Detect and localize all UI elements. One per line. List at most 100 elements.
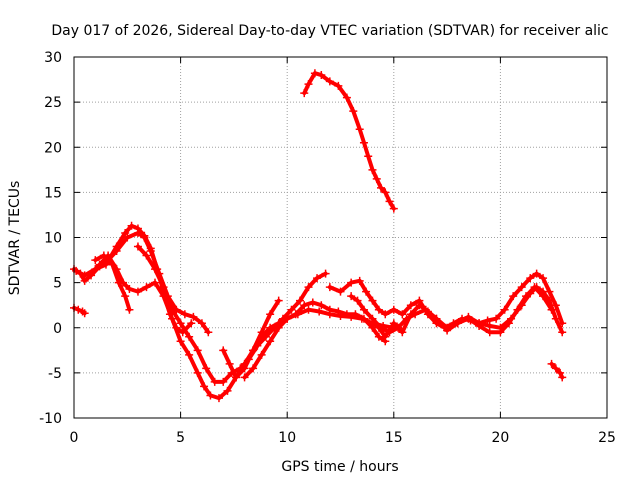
data-point <box>317 71 326 80</box>
data-point <box>127 221 136 230</box>
data-point <box>362 287 371 296</box>
data-point <box>159 283 168 292</box>
data-point <box>168 314 177 323</box>
data-point <box>283 314 292 323</box>
data-point <box>249 364 258 373</box>
x-tick-label: 20 <box>491 430 509 446</box>
data-point <box>453 319 462 328</box>
data-point <box>539 274 548 283</box>
data-point <box>325 283 334 292</box>
series-line <box>242 300 388 380</box>
data-point <box>551 364 560 373</box>
y-tick-label: -5 <box>48 366 62 382</box>
data-point <box>336 287 345 296</box>
data-point <box>521 292 530 301</box>
data-point <box>287 305 296 314</box>
y-tick-label: 25 <box>44 95 62 111</box>
data-point <box>530 283 539 292</box>
data-point <box>151 265 160 274</box>
data-point <box>526 274 535 283</box>
data-point <box>381 332 390 341</box>
data-point <box>464 314 473 323</box>
series-arc-1 <box>70 303 89 318</box>
data-point <box>539 292 548 301</box>
data-point <box>176 337 185 346</box>
data-point <box>342 310 351 319</box>
data-point <box>108 260 117 269</box>
data-point <box>240 364 249 373</box>
data-point <box>558 373 567 382</box>
data-point <box>513 305 522 314</box>
data-point <box>398 328 407 337</box>
axis-ticks <box>73 56 608 419</box>
data-point <box>189 312 198 321</box>
x-tick-label: 0 <box>70 430 79 446</box>
series-line <box>549 361 565 380</box>
data-point <box>257 350 266 359</box>
data-point <box>509 292 518 301</box>
data-point <box>210 377 219 386</box>
data-point <box>204 328 213 337</box>
data-point <box>377 183 386 192</box>
data-point <box>121 228 130 237</box>
data-point <box>353 296 362 305</box>
data-point <box>485 328 494 337</box>
data-point <box>219 346 228 355</box>
data-point <box>313 274 322 283</box>
y-tick-label: 15 <box>44 185 62 201</box>
data-point <box>398 310 407 319</box>
data-point <box>342 93 351 102</box>
data-point <box>547 305 556 314</box>
data-point <box>492 314 501 323</box>
chart-title: Day 017 of 2026, Sidereal Day-to-day VTE… <box>51 23 608 39</box>
series-line <box>221 298 281 380</box>
data-point <box>125 284 134 293</box>
data-point <box>368 319 377 328</box>
data-point <box>406 310 415 319</box>
data-point <box>304 80 313 89</box>
data-point <box>187 319 196 328</box>
data-point <box>261 332 270 341</box>
data-point <box>197 319 206 328</box>
data-point <box>193 368 202 377</box>
data-point <box>266 310 275 319</box>
data-point <box>112 242 121 251</box>
data-point <box>200 382 209 391</box>
data-point <box>364 152 373 161</box>
y-tick-labels: -10 -5 0 5 10 15 20 25 30 <box>39 50 62 427</box>
data-point <box>99 251 108 260</box>
data-point <box>355 276 364 285</box>
data-point <box>347 292 356 301</box>
data-point <box>496 328 505 337</box>
data-point <box>317 301 326 310</box>
data-point <box>517 283 526 292</box>
data-point <box>304 305 313 314</box>
data-point <box>114 278 123 287</box>
data-point <box>72 266 81 275</box>
data-point <box>304 283 313 292</box>
data-point <box>202 364 211 373</box>
data-point <box>381 188 390 197</box>
series-arc-9 <box>300 69 398 213</box>
grid <box>74 57 607 418</box>
data-point <box>300 89 309 98</box>
data-point <box>359 305 368 314</box>
y-tick-label: 5 <box>53 276 62 292</box>
data-point <box>432 314 441 323</box>
data-point <box>274 296 283 305</box>
series-arc-8 <box>240 298 390 382</box>
data-point <box>381 310 390 319</box>
y-tick-label: -10 <box>39 411 62 427</box>
data-point <box>500 305 509 314</box>
data-point <box>274 323 283 332</box>
data-point <box>121 292 130 301</box>
data-point <box>95 260 104 269</box>
data-point <box>91 256 100 265</box>
data-point <box>374 305 383 314</box>
data-point <box>325 305 334 314</box>
data-point <box>406 301 415 310</box>
data-point <box>219 377 228 386</box>
data-point <box>349 107 358 116</box>
data-point <box>180 310 189 319</box>
